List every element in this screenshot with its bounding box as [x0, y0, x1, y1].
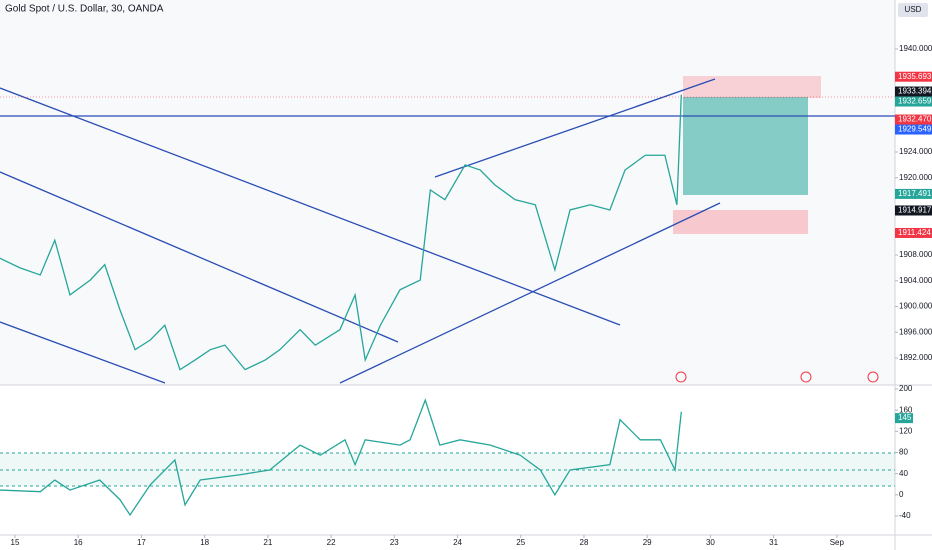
price-tag — [895, 205, 932, 216]
level-band — [0, 453, 895, 486]
price-tag — [895, 71, 932, 82]
y-tick-label: 1900.000 — [899, 302, 932, 311]
price-tag — [895, 227, 932, 238]
channel-line — [434, 78, 716, 178]
x-tick-label: 16 — [74, 538, 83, 547]
trend-line — [0, 171, 399, 343]
x-tick-label: 18 — [200, 538, 209, 547]
price-tag — [895, 86, 932, 97]
y-tick-label: 40 — [899, 469, 908, 478]
y-tick-label: -40 — [899, 511, 911, 520]
y-tick-label: 200 — [899, 384, 913, 393]
chart-title: Gold Spot / U.S. Dollar, 30, OANDA — [5, 4, 164, 15]
currency-box — [898, 3, 928, 17]
y-tick-label: 1892.000 — [899, 353, 932, 362]
price-tag-label: 1917.491 — [898, 189, 932, 198]
price-tag — [895, 188, 932, 199]
channel-line — [339, 202, 721, 384]
x-tick-label: 15 — [11, 538, 20, 547]
y-tick-label: 1908.000 — [899, 250, 932, 259]
x-tick-label: 31 — [769, 538, 778, 547]
y-tick-label: 1940.000 — [899, 44, 932, 53]
y-tick-label: 120 — [899, 426, 913, 435]
price-tag-label: 1935.693 — [898, 72, 932, 81]
price-tag-label: 1911.424 — [898, 228, 931, 237]
x-tick-label: 21 — [263, 538, 272, 547]
price-tag-label: 1932.659 — [898, 97, 932, 106]
x-tick-label: 29 — [643, 538, 652, 547]
y-tick-label: 0 — [899, 490, 904, 499]
price-tag-label: 1929.549 — [898, 125, 932, 134]
price-line — [0, 94, 682, 371]
stop-zone — [673, 210, 808, 234]
value-tag-label: 145 — [898, 413, 912, 422]
x-tick-label: 23 — [390, 538, 399, 547]
currency[interactable]: USD — [905, 5, 922, 14]
x-tick-label: Sep — [830, 538, 845, 547]
trend-line — [0, 321, 166, 384]
x-tick-label: 25 — [516, 538, 525, 547]
x-tick-label: 17 — [137, 538, 146, 547]
value-tag — [895, 413, 913, 424]
y-tick-label: 1920.000 — [899, 173, 932, 182]
price-tag — [895, 96, 932, 107]
x-tick-label: 28 — [580, 538, 589, 547]
price-tag-label: 1914.917 — [898, 206, 932, 215]
event-icon[interactable] — [675, 371, 687, 383]
x-tick-label: 22 — [327, 538, 336, 547]
y-tick-label: 1904.000 — [899, 276, 932, 285]
event-icon[interactable] — [800, 371, 812, 383]
y-tick-label: 160 — [899, 405, 913, 414]
x-tick-label: 30 — [706, 538, 715, 547]
price-tag — [895, 114, 932, 125]
profit-zone — [683, 97, 808, 195]
price-tag-label: 1933.394 — [898, 87, 932, 96]
price-line — [0, 398, 682, 517]
y-tick-label: 80 — [899, 448, 908, 457]
event-icon[interactable] — [867, 371, 879, 383]
price-tag — [895, 124, 932, 135]
y-tick-label: 1924.000 — [899, 147, 932, 156]
x-tick-label: 24 — [453, 538, 462, 547]
price-tag-label: 1932.470 — [898, 115, 932, 124]
trend-line — [0, 87, 621, 326]
y-tick-label: 1896.000 — [899, 327, 932, 336]
stop-zone — [683, 76, 821, 98]
